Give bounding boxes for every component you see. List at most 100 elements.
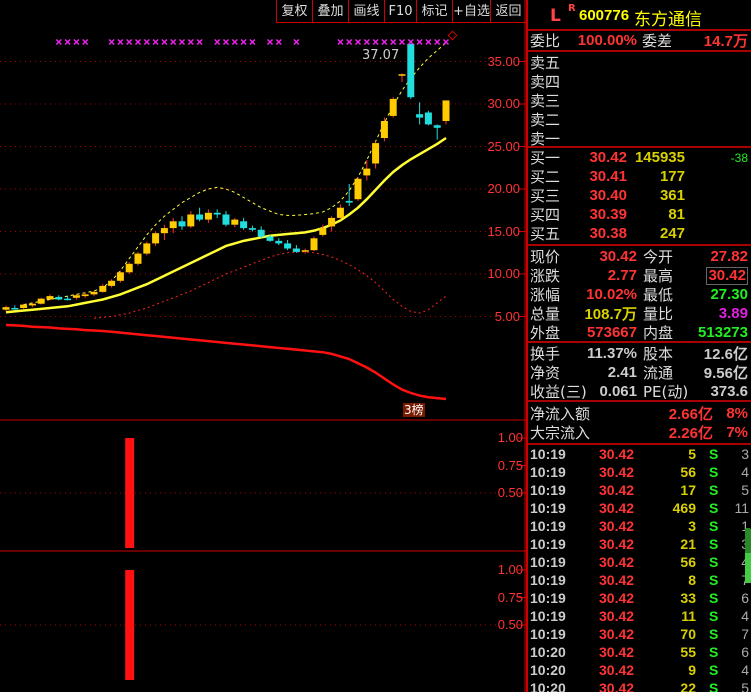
tick-scrollbar[interactable] [745,528,751,583]
restore-rights-button[interactable]: 复权 [276,0,312,22]
candle-up[interactable] [81,294,89,297]
candle-down[interactable] [266,236,274,241]
signal-marker [275,38,282,46]
candle-down[interactable] [64,298,72,301]
signal-marker [346,38,353,46]
tick-volume: 21 [680,536,696,552]
candle-up[interactable] [116,272,124,281]
draw-line-button[interactable]: 画线 [348,0,384,22]
signal-marker [398,38,406,46]
candle-up[interactable] [310,238,318,251]
sell-level-row: 卖五 [528,53,751,72]
candle-up[interactable] [134,253,142,264]
candle-up[interactable] [152,233,160,244]
candle-down[interactable] [55,296,63,300]
tick-direction: S [709,554,719,570]
candle-up[interactable] [2,307,10,310]
buy-level-row[interactable]: 买二 30.41 177 [528,167,751,186]
signal-marker [231,38,238,46]
overlay-button[interactable]: 叠加 [312,0,348,22]
f10-button[interactable]: F10 [384,0,416,22]
candle-down[interactable] [178,221,186,227]
price-axis-label: 30.00 [487,96,520,111]
buy-price: 30.38 [589,225,627,242]
tick-time: 10:20 [530,644,566,660]
candle-down[interactable] [433,125,441,128]
candle-up[interactable] [187,214,195,227]
candle-down[interactable] [345,200,353,203]
candle-down[interactable] [416,114,424,118]
sell-level-label: 卖四 [530,73,561,91]
candle-down[interactable] [424,112,432,125]
candle-up[interactable] [380,121,388,138]
candle-up[interactable] [108,280,116,286]
candle-up[interactable] [319,228,327,235]
candle-up[interactable] [372,143,380,164]
buy-price: 30.42 [589,149,627,166]
candle-up[interactable] [169,221,177,229]
candle-up[interactable] [231,219,239,225]
tick-time: 10:19 [530,536,566,552]
candle-down[interactable] [213,212,221,215]
candle-up[interactable] [442,100,450,121]
candle-down[interactable] [11,308,19,310]
sub-axis-label: 0.50 [497,617,523,632]
candle-up[interactable] [125,263,133,273]
candle-up[interactable] [28,303,36,306]
tick-price: 30.42 [599,662,635,678]
kline-chart[interactable]: 复权 叠加 画线 F10 标记 +自选 返回 35.00 30.00 25.00 20… [0,0,526,692]
back-button[interactable]: 返回 [490,0,526,22]
candle-down[interactable] [292,248,300,252]
fundamental-row: 换手 11.37% 股本 12.6亿 [528,344,751,363]
tick-list[interactable]: 10:19 30.42 5 S 3 10:19 30.42 56 S 4 10:19 30.42 17 S… [528,445,751,692]
candle-up[interactable] [398,74,406,76]
tick-price: 30.42 [599,536,635,552]
candle-up[interactable] [90,291,98,295]
tick-price: 30.42 [599,572,635,588]
stat-label: 最低 [643,286,674,304]
margin-marker: L [550,6,561,26]
ranking-badge[interactable]: 3榜 [403,403,425,417]
candle-down[interactable] [196,214,204,220]
candle-up[interactable] [160,228,168,234]
candle-up[interactable] [328,217,336,227]
mark-button[interactable]: 标记 [416,0,452,22]
candle-up[interactable] [389,98,397,116]
add-watchlist-button[interactable]: +自选 [452,0,490,22]
candle-down[interactable] [407,43,415,98]
candle-up[interactable] [336,207,344,218]
stat-value: 30.42 [599,248,637,265]
tick-row: 10:19 30.42 70 S 7 [528,626,751,644]
candle-up[interactable] [99,285,107,292]
candle-up[interactable] [72,295,80,298]
candle-up[interactable] [143,243,151,254]
candle-up[interactable] [204,212,212,220]
fundamental-label: 净资 [530,364,561,382]
buy-level-row[interactable]: 买三 30.40 361 [528,186,751,205]
sell-level-row: 卖三 [528,91,751,110]
candle-down[interactable] [248,228,256,230]
candle-down[interactable] [275,240,283,244]
buy-level-row[interactable]: 买五 30.38 247 [528,224,751,243]
candle-down[interactable] [284,243,292,249]
stat-row: 外盘 573667 内盘 513273 [528,323,751,342]
tick-price: 30.42 [599,608,635,624]
candle-down[interactable] [240,221,248,229]
candle-up[interactable] [363,168,371,176]
price-axis-label: 35.00 [487,53,520,69]
candle-down[interactable] [222,214,230,225]
buy-level-row[interactable]: 买四 30.39 81 [528,205,751,224]
candle-up[interactable] [354,178,362,200]
flow-percent: 8% [726,405,748,422]
candle-up[interactable] [37,298,45,304]
candle-up[interactable] [20,304,28,308]
candle-down[interactable] [257,229,265,237]
kline-canvas[interactable] [0,0,526,692]
buy-level-row[interactable]: 买一 30.42 145935 -38 [528,148,751,167]
signal-marker [390,38,397,46]
candle-up[interactable] [46,296,54,300]
fundamental-label: 股本 [643,345,674,363]
candle-up[interactable] [301,250,309,252]
tick-price: 30.42 [599,482,635,498]
tick-price: 30.42 [599,446,635,462]
